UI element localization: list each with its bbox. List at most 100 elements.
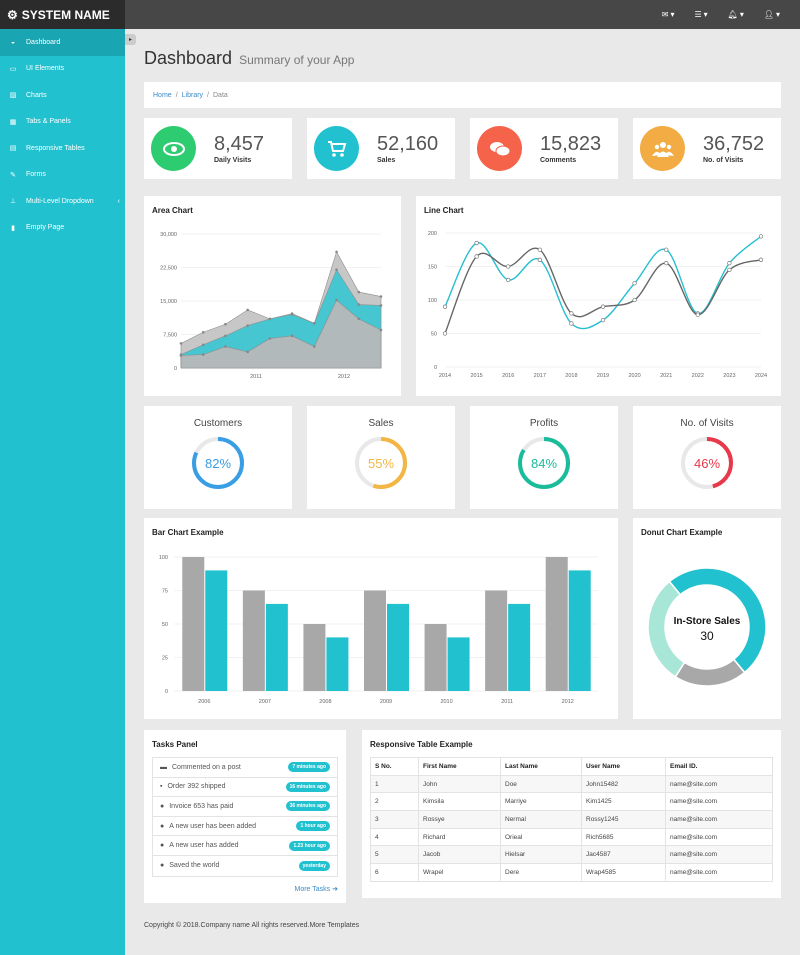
- y-tick-label: 75: [162, 589, 168, 595]
- data-point: [357, 303, 361, 306]
- sidebar-item-multi-level-dropdown[interactable]: ⊥ Multi-Level Dropdown ‹: [0, 188, 125, 215]
- table-cell: name@site.com: [665, 792, 773, 812]
- data-point: [201, 330, 205, 334]
- sidebar-item-tabs-panels[interactable]: ▦ Tabs & Panels: [0, 109, 125, 136]
- stat-label: Comments: [540, 157, 577, 164]
- data-point: [442, 331, 448, 336]
- arrow-circle-right-icon: ➜: [332, 886, 338, 893]
- table-cell: name@site.com: [665, 863, 773, 882]
- sidebar-item-label: UI Elements: [26, 65, 65, 73]
- gauge-title: Sales: [368, 418, 394, 429]
- gauge-ring: [681, 437, 733, 489]
- sidebar-item-responsive-tables[interactable]: ▤ Responsive Tables: [0, 135, 125, 162]
- table-cell: Marriye: [500, 792, 582, 812]
- footer-text: Copyright © 2018.Company name All rights…: [144, 922, 360, 929]
- y-tick-label: 0: [165, 689, 168, 695]
- bar: [508, 603, 531, 691]
- messages-dropdown[interactable]: ✉ ▾: [661, 10, 675, 19]
- donut-chart-panel: Donut Chart Example In-Store Sales 30: [633, 518, 781, 719]
- x-tick-label: 2015: [470, 373, 482, 379]
- panel-title: Donut Chart Example: [641, 528, 723, 537]
- sidebar-item-label: Tabs & Panels: [26, 118, 71, 126]
- sidebar-item-charts[interactable]: ▨ Charts: [0, 82, 125, 109]
- list-item[interactable]: ● Saved the world yesterday: [153, 856, 337, 876]
- table-cell: 4: [370, 827, 419, 847]
- data-point: [664, 260, 669, 266]
- data-point: [268, 317, 272, 321]
- x-tick-label: 2007: [259, 699, 271, 705]
- eye-icon: [151, 126, 196, 171]
- x-tick-label: 2021: [660, 373, 672, 379]
- x-tick-label: 2024: [755, 373, 767, 379]
- list-item[interactable]: ● Invoice 653 has paid 36 minutes ago: [153, 797, 337, 817]
- task-text: Commented on a post: [172, 763, 241, 771]
- top-navbar: ⚙ SYSTEM NAME ✉ ▾ ☰ ▾ 🔔︎ ▾ 👤︎ ▾: [0, 0, 800, 29]
- stat-value: 36,752: [703, 133, 765, 155]
- table-header-row: S No. First Name Last Name User Name Ema…: [370, 757, 773, 776]
- bar: [447, 637, 470, 691]
- gauge-ring: [518, 437, 570, 489]
- globe-icon: ●: [160, 862, 165, 870]
- x-tick-label: 2016: [502, 373, 514, 379]
- data-point: [246, 350, 249, 354]
- breadcrumb: Home / Library / Data: [144, 82, 781, 108]
- breadcrumb-library[interactable]: Library: [181, 91, 204, 99]
- page-title-text: Dashboard: [144, 48, 233, 68]
- data-point: [379, 304, 383, 307]
- donut-slice: [674, 658, 746, 687]
- data-point: [379, 328, 383, 332]
- sidebar-item-empty-page[interactable]: ▮ Empty Page: [0, 215, 125, 242]
- page-subtitle: Summary of your App: [239, 53, 355, 67]
- bar-chart: 0 25 50 75 100 2006 2007 2008 2009 2010 2011 2012: [159, 555, 598, 705]
- table-cell: Wrap4585: [581, 863, 666, 882]
- data-point: [268, 337, 272, 340]
- chart-icon: ▨: [9, 92, 17, 100]
- list-item[interactable]: ● A new user has been added 1 hour ago: [153, 817, 337, 837]
- area-chart: 0 7,500 15,000 22,500 30,000 2011 2012: [160, 232, 383, 380]
- data-point: [224, 322, 227, 326]
- data-point: [506, 277, 511, 283]
- data-table: S No. First Name Last Name User Name Ema…: [370, 757, 773, 882]
- data-point: [664, 247, 669, 252]
- table-cell: name@site.com: [665, 845, 773, 865]
- cart-icon: [314, 126, 359, 171]
- sidebar-item-ui-elements[interactable]: ▭ UI Elements: [0, 56, 125, 83]
- panel-title: Line Chart: [424, 206, 464, 215]
- y-tick-label: 30,000: [160, 232, 177, 238]
- line-series: [444, 235, 762, 330]
- table-cell: Jac4587: [581, 845, 666, 865]
- sidebar-item-dashboard[interactable]: ◒ Dashboard: [0, 29, 125, 56]
- tasks-dropdown[interactable]: ☰ ▾: [694, 10, 708, 19]
- data-point: [179, 342, 183, 345]
- chevron-left-icon: ‹: [117, 197, 120, 205]
- alerts-dropdown[interactable]: 🔔︎ ▾: [727, 10, 744, 19]
- data-point: [632, 281, 637, 286]
- task-text: Order 392 shipped: [167, 783, 226, 791]
- table-cell: name@site.com: [665, 827, 773, 847]
- sidebar-item-forms[interactable]: ✎ Forms: [0, 162, 125, 189]
- gauge-ring: [355, 437, 407, 489]
- breadcrumb-home[interactable]: Home: [153, 91, 172, 99]
- data-point: [569, 311, 574, 316]
- list-item[interactable]: ● A new user has added 1.23 hour ago: [153, 836, 337, 856]
- user-dropdown[interactable]: 👤︎ ▾: [763, 10, 780, 19]
- column-header: First Name: [418, 757, 501, 776]
- list-item[interactable]: ▪ Order 392 shipped 16 minutes ago: [153, 778, 337, 798]
- column-header: Last Name: [500, 757, 582, 776]
- edit-icon: ✎: [10, 171, 16, 179]
- sidebar-toggle-button[interactable]: ▸: [125, 34, 136, 45]
- table-row: 5 Jacob Hielsar Jac4587 name@site.com: [370, 845, 773, 865]
- user-icon: 👤︎: [763, 10, 774, 19]
- brand[interactable]: ⚙ SYSTEM NAME: [0, 0, 125, 29]
- tasks-panel: Tasks Panel ▬ Commented on a post 7 minute…: [144, 730, 346, 903]
- dashboard-icon: ◒: [10, 38, 16, 46]
- table-row: 6 Wrapel Dere Wrap4585 name@site.com: [370, 863, 773, 882]
- table-cell: 3: [370, 810, 419, 829]
- table-cell: Rossye: [418, 810, 501, 829]
- globe-icon: ●: [160, 802, 165, 810]
- list-item[interactable]: ▬ Commented on a post 7 minutes ago: [153, 758, 337, 778]
- x-tick-label: 2012: [338, 374, 350, 380]
- stat-value: 8,457: [214, 133, 265, 155]
- more-tasks-link[interactable]: More Tasks ➜: [295, 885, 339, 893]
- x-tick-label: 2008: [319, 699, 331, 705]
